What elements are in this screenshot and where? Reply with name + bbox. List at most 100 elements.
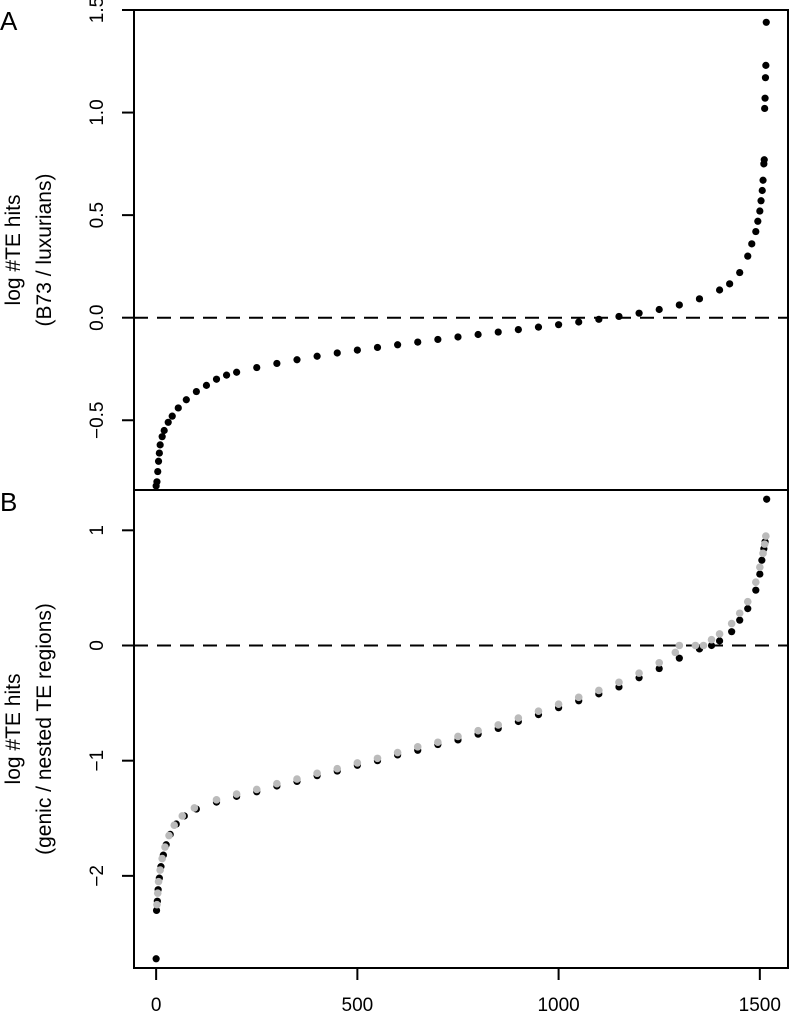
data-point xyxy=(373,754,382,763)
x-tick-label: 1500 xyxy=(739,995,781,1016)
data-point xyxy=(715,637,724,645)
y-tick-label: −1 xyxy=(87,750,108,772)
data-point xyxy=(760,156,768,164)
data-point xyxy=(190,804,199,812)
data-point xyxy=(757,197,765,205)
data-point xyxy=(727,619,736,628)
data-point xyxy=(715,286,724,294)
y-axis-title: log #TE hits xyxy=(2,674,25,785)
data-point xyxy=(154,877,163,886)
data-point xyxy=(736,616,744,624)
series-2 xyxy=(153,532,770,909)
data-point xyxy=(752,227,760,236)
data-point xyxy=(413,743,422,751)
data-point xyxy=(762,18,770,26)
data-point xyxy=(735,609,744,618)
data-point xyxy=(182,396,190,404)
data-point xyxy=(615,678,623,687)
data-point xyxy=(373,343,382,352)
data-point xyxy=(178,812,187,820)
data-point xyxy=(707,635,716,644)
data-point xyxy=(154,467,162,476)
data-point xyxy=(759,549,767,558)
data-point xyxy=(752,578,760,586)
data-point xyxy=(454,732,462,741)
data-point xyxy=(534,323,543,331)
y-tick-label: −0.5 xyxy=(87,401,108,439)
data-point xyxy=(253,363,261,372)
data-point xyxy=(353,759,362,767)
data-point xyxy=(474,330,482,339)
y-tick-label: 1.0 xyxy=(87,99,108,125)
data-point xyxy=(756,207,764,215)
data-point xyxy=(333,349,341,357)
data-point xyxy=(761,74,770,82)
data-point xyxy=(635,669,643,677)
data-point xyxy=(494,328,502,336)
y-tick-label: 0.0 xyxy=(87,304,108,330)
data-point xyxy=(761,94,769,102)
data-point xyxy=(699,641,708,650)
panel-label: B xyxy=(0,487,17,517)
data-point xyxy=(156,441,164,449)
data-point xyxy=(164,418,172,426)
data-point xyxy=(153,889,162,897)
series-1 xyxy=(152,495,771,963)
y-tick-label: 1.5 xyxy=(87,0,108,23)
data-point xyxy=(715,630,724,638)
plot-frame xyxy=(133,9,789,491)
data-point xyxy=(313,352,321,360)
y-axis-title: (B73 / luxurians) xyxy=(33,174,56,327)
data-point xyxy=(752,586,760,594)
data-point xyxy=(155,449,163,457)
data-point xyxy=(595,686,603,695)
data-point xyxy=(671,648,680,657)
data-point xyxy=(758,186,766,195)
data-point xyxy=(655,664,663,673)
y-tick-label: 1 xyxy=(87,525,108,536)
data-point xyxy=(748,240,756,248)
data-point xyxy=(494,721,503,729)
data-point xyxy=(434,335,442,344)
data-point xyxy=(762,61,770,69)
data-point xyxy=(154,457,163,465)
data-point xyxy=(393,748,402,757)
data-point xyxy=(156,866,164,874)
data-point xyxy=(174,404,182,412)
data-point xyxy=(394,341,402,349)
panel-label: A xyxy=(0,6,18,36)
data-point xyxy=(202,381,211,389)
data-point xyxy=(743,597,752,606)
y-tick-label: 0.5 xyxy=(87,202,108,228)
data-point xyxy=(158,854,166,863)
data-point xyxy=(514,325,522,334)
data-point xyxy=(333,764,342,773)
data-point xyxy=(707,641,716,650)
x-tick-label: 500 xyxy=(342,995,374,1016)
data-point xyxy=(744,252,752,260)
data-point xyxy=(293,775,301,783)
data-point xyxy=(434,738,442,747)
data-point xyxy=(233,368,241,376)
data-point xyxy=(153,900,161,909)
data-point xyxy=(252,785,261,794)
data-point xyxy=(726,280,734,288)
data-point xyxy=(534,707,543,715)
data-point xyxy=(675,301,683,309)
data-point xyxy=(595,315,603,323)
data-point xyxy=(695,295,704,303)
data-point xyxy=(554,700,563,709)
data-point xyxy=(168,412,176,420)
data-point xyxy=(353,346,361,354)
data-point xyxy=(152,955,160,963)
data-point xyxy=(763,495,771,503)
y-axis-title: (genic / nested TE regions) xyxy=(33,603,56,855)
series-1 xyxy=(152,18,770,490)
data-point xyxy=(760,540,769,548)
data-point xyxy=(414,338,422,346)
data-point xyxy=(293,356,301,364)
data-point xyxy=(754,217,762,225)
data-point xyxy=(165,831,173,840)
data-point xyxy=(691,641,700,650)
